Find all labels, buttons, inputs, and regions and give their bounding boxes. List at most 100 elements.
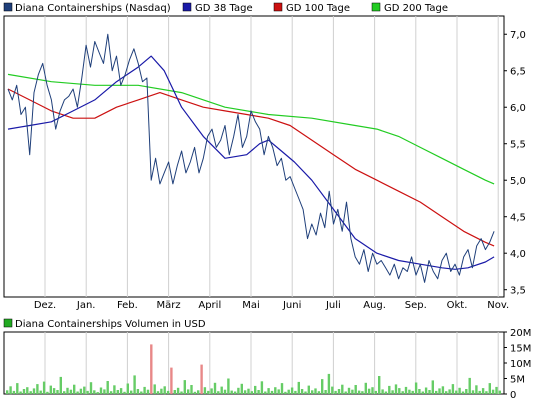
volume-bar [176,387,180,394]
y-tick-label: 20M [510,328,531,339]
volume-bar [277,389,280,394]
y-tick-label: 7,0 [510,30,526,41]
price-legend: Diana Containerships (Nasdaq) GD 38 Tage… [3,2,448,14]
legend-swatch [182,2,192,12]
volume-bar [438,388,441,394]
volume-bar [119,388,123,394]
volume-bar [290,387,294,394]
volume-bar [240,383,243,394]
volume-bar [83,386,86,394]
volume-bar [79,388,83,394]
volume-y-axis: 0 5M 10M 15M 20M [504,328,531,401]
volume-bar [46,391,49,394]
y-tick-label: 4,5 [510,213,526,224]
volume-bar [227,378,230,394]
x-tick-label: Okt. [447,300,468,311]
volume-bar [173,390,176,394]
volume-bar [19,391,22,394]
volume-bar [63,391,66,394]
volume-bar [126,383,129,394]
x-tick-label: April [198,300,221,311]
volume-bar [468,377,471,394]
volume-bar [190,385,193,394]
legend-label: Diana Containerships Volumen in USD [15,319,206,330]
volume-bar [143,386,146,394]
volume-bar [307,385,310,394]
legend-swatch [3,2,13,12]
volume-bar [394,384,398,394]
volume-bar [257,390,260,394]
volume-bar [150,344,153,394]
y-tick-label: 4,0 [510,249,526,260]
x-tick-label: Aug. [363,300,386,311]
volume-bar [69,389,73,394]
volume-bar [123,391,126,394]
volume-bar [491,389,495,394]
volume-bar [465,389,468,394]
legend-label: GD 38 Tage [195,3,253,14]
legend-item-gd100: GD 100 Tage [273,2,350,14]
volume-bar [498,390,501,394]
volume-bar [411,390,414,394]
volume-bar [388,385,391,394]
volume-bar [99,387,103,394]
volume-bar [327,373,331,394]
x-tick-label: Juli [325,300,341,311]
volume-bar [106,381,109,394]
volume-bar [461,391,465,394]
volume-bar [16,383,19,394]
volume-bar [93,390,96,394]
volume-bar [495,386,498,394]
volume-bar [230,390,233,394]
volume-bar [294,390,297,394]
volume-bar [42,381,46,394]
volume-bar [478,390,481,394]
volume-bar [26,387,29,394]
volume-bar [381,389,384,394]
volume-bar [431,380,434,394]
volume-bar [170,367,173,394]
volume-bar [321,379,324,394]
volume-bar [39,390,42,394]
y-tick-label: 5M [510,375,525,386]
volume-bar [56,390,59,394]
volume-bar [183,380,186,394]
y-tick-label: 5,5 [510,140,526,151]
volume-bar [378,376,381,394]
legend-item-price: Diana Containerships (Nasdaq) [3,2,171,14]
volume-bar [341,384,344,394]
legend-label: GD 200 Tage [384,3,448,14]
volume-bar [103,389,106,394]
volume-bar [441,386,445,395]
volume-bar [116,390,119,394]
volume-bar [52,388,56,394]
volume-bar [475,385,478,394]
series-line-price [7,33,495,283]
volume-bar [207,390,210,394]
volume-bar [424,387,428,394]
volume-bar [264,391,267,394]
volume-bar [32,388,36,394]
volume-bar [418,389,421,394]
volume-bar [49,385,52,394]
volume-bar [233,391,237,394]
volume-bar [435,390,438,394]
x-tick-label: Juni [282,300,301,311]
volume-bar [243,390,247,394]
y-tick-label: 15M [510,344,531,355]
x-tick-label: März [157,300,181,311]
volume-bar [374,390,377,394]
volume-bar [331,386,334,394]
volume-bar [357,390,361,394]
volume-plot-area [3,331,505,395]
volume-bar [471,390,475,394]
volume-bar [6,390,9,394]
volume-grid [44,332,499,394]
volume-bar [96,392,99,394]
volume-bar [300,389,304,394]
y-tick-label: 0 [510,390,516,401]
volume-bar [317,391,321,394]
volume-bar [260,381,264,394]
volume-bar [280,383,284,394]
volume-bar [274,387,277,394]
